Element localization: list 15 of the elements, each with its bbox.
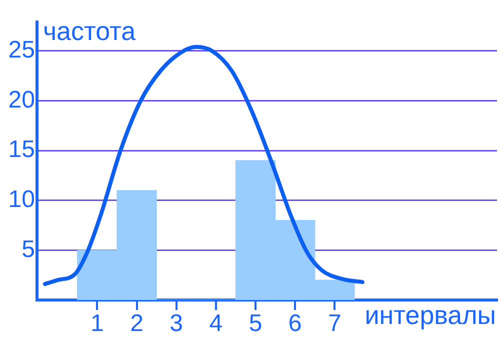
- y-tick-label: 25: [8, 36, 35, 64]
- y-tick-label: 20: [8, 86, 35, 114]
- x-tick-label: 3: [170, 310, 184, 338]
- y-tick-label: 5: [22, 236, 35, 263]
- x-axis-title: интервалы: [364, 300, 496, 330]
- x-tick-label: 4: [209, 310, 223, 338]
- line-series: [42, 44, 364, 286]
- x-tick-label: 7: [328, 310, 342, 338]
- x-tick-label: 6: [288, 310, 302, 338]
- x-tick-label: 1: [90, 310, 104, 338]
- y-tick-label: 10: [8, 186, 35, 213]
- x-tick-label: 2: [130, 310, 144, 338]
- y-tick-label: 15: [8, 136, 35, 164]
- x-tick-label: 5: [248, 310, 262, 338]
- y-axis-title: частота: [43, 16, 136, 46]
